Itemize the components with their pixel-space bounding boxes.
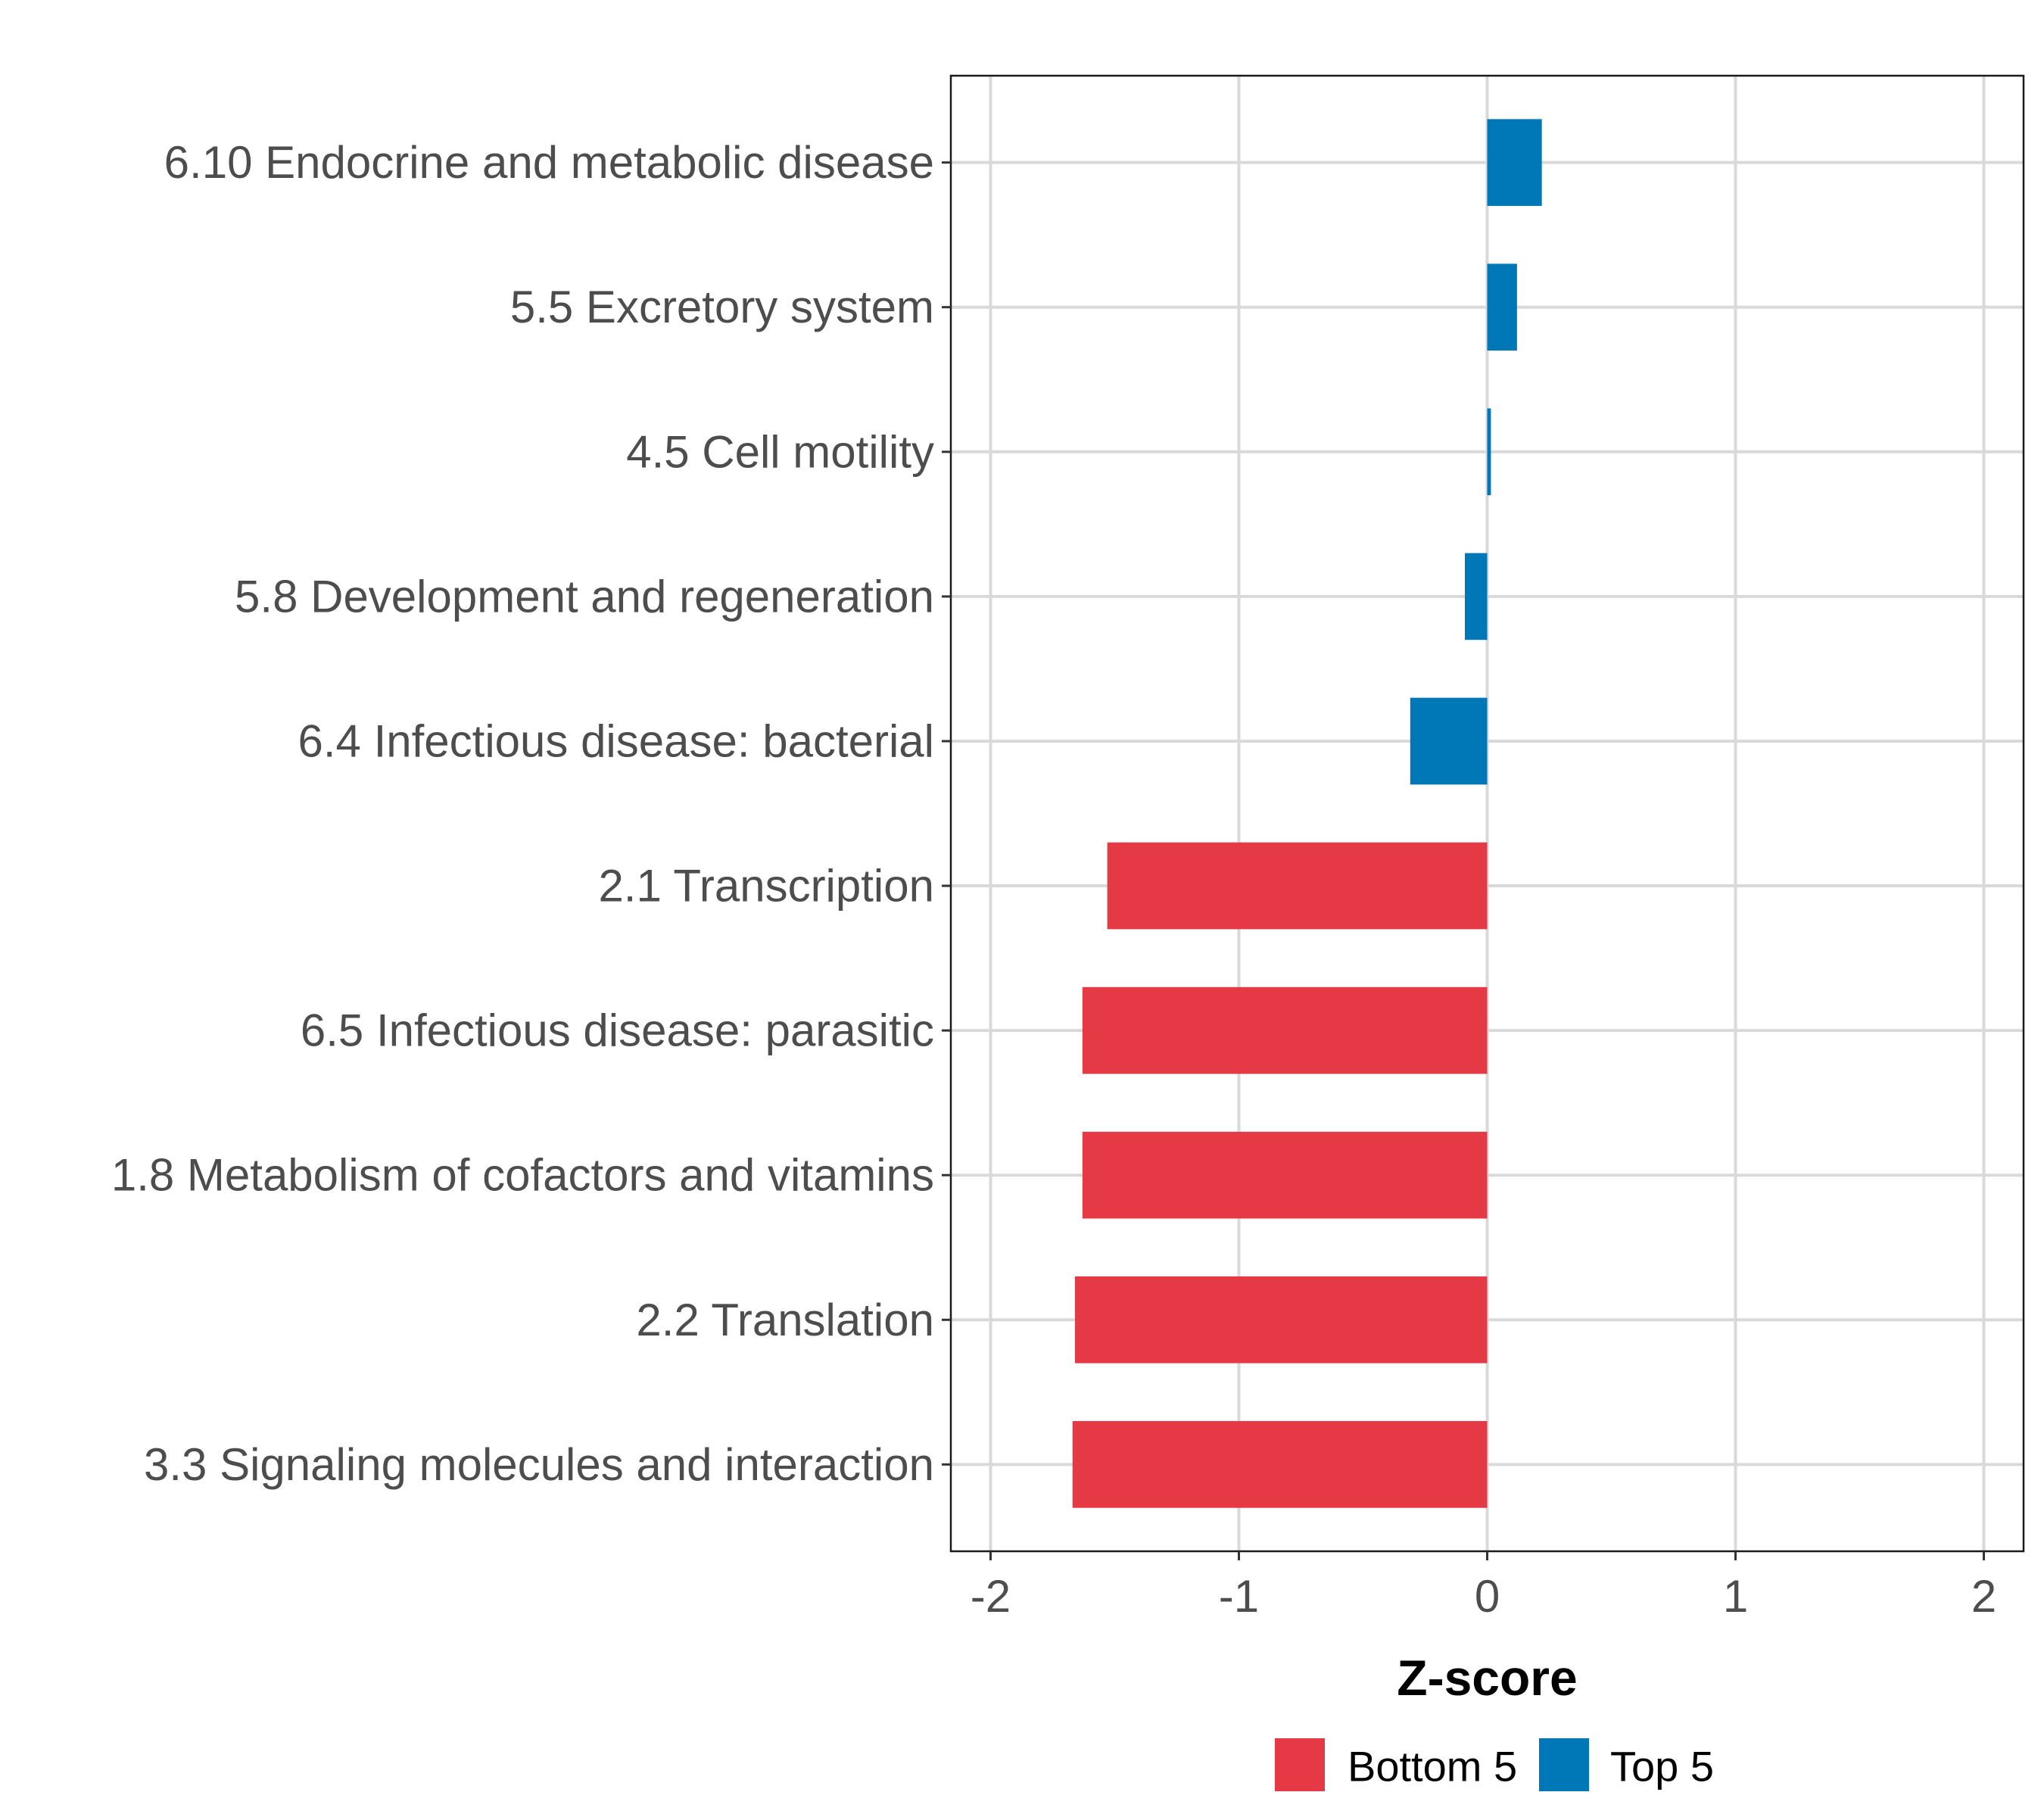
bar — [1487, 263, 1517, 351]
x-axis-title: Z-score — [1397, 1650, 1577, 1706]
bar — [1082, 986, 1488, 1074]
bar — [1487, 408, 1491, 496]
x-tick-label: 1 — [1723, 1571, 1748, 1622]
legend-label: Top 5 — [1610, 1743, 1714, 1791]
bar — [1107, 842, 1488, 930]
bar — [1072, 1421, 1488, 1508]
y-tick-label: 5.5 Excretory system — [510, 282, 934, 332]
bar — [1082, 1131, 1488, 1219]
y-tick-label: 2.2 Translation — [636, 1295, 934, 1345]
x-tick-label: 0 — [1475, 1571, 1500, 1622]
y-tick-label: 6.10 Endocrine and metabolic disease — [164, 137, 934, 188]
legend-key — [1539, 1738, 1589, 1791]
y-tick-label: 6.5 Infectious disease: parasitic — [301, 1005, 934, 1056]
legend: Bottom 5 Top 5 — [1275, 1738, 1714, 1791]
y-axis: 6.10 Endocrine and metabolic disease 5.5 … — [111, 137, 951, 1490]
x-tick-label: -1 — [1219, 1571, 1259, 1622]
x-axis: -2 -1 0 1 2 — [971, 1551, 1996, 1622]
y-tick-label: 1.8 Metabolism of cofactors and vitamins — [111, 1150, 934, 1201]
x-tick-label: 2 — [1971, 1571, 1996, 1622]
bar — [1464, 553, 1488, 640]
legend-label: Bottom 5 — [1348, 1743, 1517, 1791]
y-tick-label: 5.8 Development and regeneration — [235, 571, 934, 622]
y-tick-label: 3.3 Signaling molecules and interaction — [144, 1439, 934, 1490]
y-tick-label: 2.1 Transcription — [598, 861, 934, 912]
y-tick-label: 6.4 Infectious disease: bacterial — [298, 715, 935, 766]
legend-key — [1275, 1738, 1325, 1791]
bar — [1410, 697, 1488, 785]
bar — [1487, 119, 1542, 206]
bars — [1072, 119, 1542, 1508]
y-tick-label: 4.5 Cell motility — [626, 426, 934, 477]
bar — [1075, 1276, 1488, 1364]
x-tick-label: -2 — [971, 1571, 1011, 1622]
